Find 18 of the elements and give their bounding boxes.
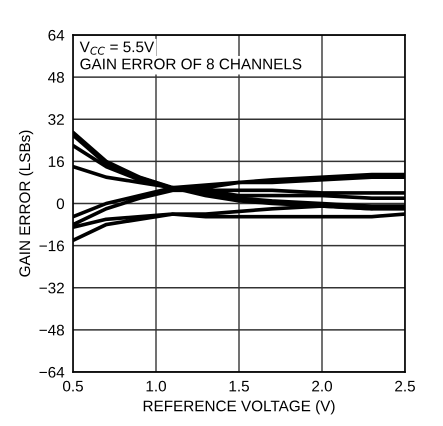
y-tick-label: −16 [40, 240, 64, 252]
y-tick-label: 16 [48, 156, 64, 168]
annotation: GAIN ERROR OF 8 CHANNELS [80, 58, 302, 70]
x-tick-label: 0.5 [62, 380, 83, 392]
x-tick-label: 2.5 [395, 380, 415, 392]
y-tick-label: −32 [40, 282, 64, 294]
y-tick-label: 64 [48, 30, 64, 41]
y-tick-label: −48 [40, 324, 64, 336]
annotation: V$_{CC}$ = 5.5V [80, 42, 154, 55]
y-tick-label: 0 [56, 198, 64, 210]
y-axis-title: GAIN ERROR (LSBs) [18, 130, 34, 277]
x-tick-label: 1.5 [230, 380, 249, 392]
x-tick-label: 2.0 [312, 380, 332, 392]
y-tick-label: 32 [48, 114, 64, 125]
y-tick-label: −64 [40, 366, 64, 378]
y-tick-label: 48 [48, 72, 64, 83]
x-axis-title: REFERENCE VOLTAGE (V) [144, 400, 335, 414]
x-tick-label: 1.0 [146, 380, 166, 392]
